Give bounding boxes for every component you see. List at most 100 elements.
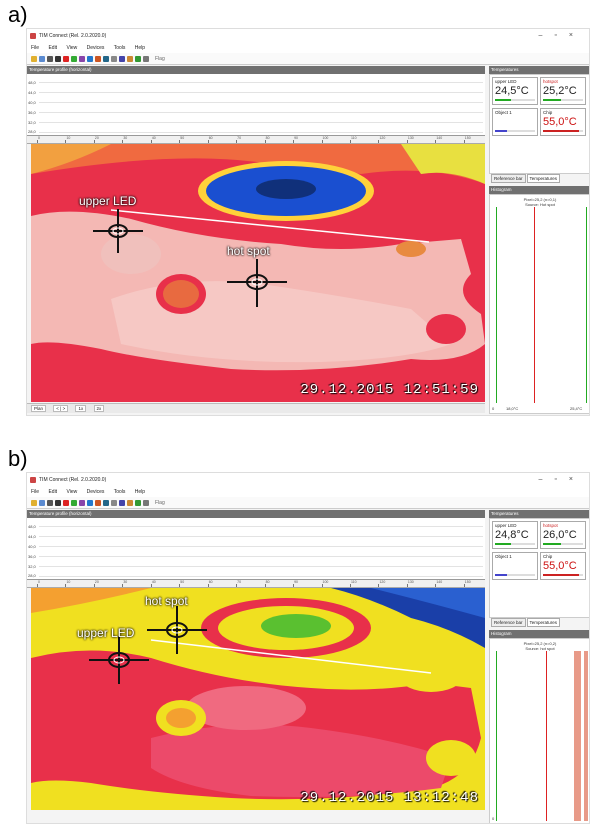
play-icon[interactable] xyxy=(47,499,53,506)
temperatures-panel: upper LED 24,8°C hotspot 26,0°C Object 1… xyxy=(489,518,589,618)
temp-box-object-1[interactable]: Object 1 xyxy=(492,108,538,136)
ruler-tick xyxy=(293,140,295,143)
pause-icon[interactable] xyxy=(55,55,61,62)
temp-box-label: upper LED xyxy=(495,79,517,84)
flag-label[interactable]: Flag xyxy=(155,55,165,62)
ruler-tick-label: 10 xyxy=(66,136,71,140)
grid-icon[interactable] xyxy=(103,55,109,62)
ruler-tick-label: 150 xyxy=(464,136,471,140)
area-icon[interactable] xyxy=(127,499,133,506)
grid-icon[interactable] xyxy=(103,499,109,506)
menu-edit[interactable]: Edit xyxy=(48,489,58,495)
open-icon[interactable] xyxy=(31,55,37,62)
window-title: TIM Connect (Rel. 2.0.2020.0) xyxy=(39,477,107,483)
histogram-source: Source: hot spot xyxy=(525,646,555,651)
histogram-panel: Pixel=25,2 (n=0,1) Source: Hot spot 0 18… xyxy=(489,194,589,414)
play-icon[interactable] xyxy=(47,55,53,62)
palette-icon[interactable] xyxy=(79,55,85,62)
temp-box-upper-led[interactable]: upper LED 24,8°C xyxy=(492,521,538,549)
temp-box-hotspot[interactable]: hotspot 25,2°C xyxy=(540,77,586,105)
menu-help[interactable]: Help xyxy=(134,489,146,495)
ruler-tick-label: 0 xyxy=(38,580,40,584)
ruler-tick-label: 150 xyxy=(464,580,471,584)
thermal-image[interactable]: hot spot upper LED 29.12.2015 13:12:48 xyxy=(31,588,485,810)
menu-devices[interactable]: Devices xyxy=(86,489,105,495)
profile-ytick: 32,0 xyxy=(28,120,36,125)
profile-plot: 48,0 44,0 40,0 36,0 32,0 28,0 xyxy=(27,518,485,580)
menu-devices[interactable]: Devices xyxy=(86,45,105,51)
ruler: 0 10 20 30 40 50 60 70 80 90 100 110 120 130 140 150 xyxy=(27,580,485,588)
measure-icon[interactable] xyxy=(111,499,117,506)
menu-file[interactable]: File xyxy=(31,45,40,51)
zoom-1x-button[interactable]: 1x xyxy=(75,405,87,412)
menu-view[interactable]: View xyxy=(66,45,78,51)
tab-reference-bar[interactable]: Reference bar xyxy=(491,618,526,627)
snapshot-icon[interactable] xyxy=(71,55,77,62)
menu-view[interactable]: View xyxy=(66,489,78,495)
palette-icon[interactable] xyxy=(79,499,85,506)
crosshair-hot-spot[interactable] xyxy=(227,259,287,307)
toolbar: Flag xyxy=(27,53,589,65)
flag-label[interactable]: Flag xyxy=(155,499,165,506)
menu-tools[interactable]: Tools xyxy=(113,45,126,51)
tab-temperatures[interactable]: Temperatures xyxy=(526,618,561,627)
timestamp: 29.12.2015 13:12:48 xyxy=(300,790,479,806)
temp-box-label: Chip xyxy=(543,554,553,559)
temp-box-value: 55,0°C xyxy=(543,560,577,572)
settings-icon[interactable] xyxy=(143,499,149,506)
plan-button[interactable]: Plan xyxy=(31,405,47,412)
ruler-tick xyxy=(435,584,437,587)
zoom-icon[interactable] xyxy=(87,55,93,62)
crosshair-upper-led[interactable] xyxy=(89,636,149,684)
tab-reference-bar[interactable]: Reference bar xyxy=(491,174,526,183)
window-controls[interactable]: –▫× xyxy=(538,476,585,483)
line-icon[interactable] xyxy=(119,55,125,62)
spot-icon[interactable] xyxy=(135,499,141,506)
menu-tools[interactable]: Tools xyxy=(113,489,126,495)
save-icon[interactable] xyxy=(39,499,45,506)
layout-icon[interactable] xyxy=(95,55,101,62)
temp-bar xyxy=(543,574,583,576)
histogram-panel: Pixel=25,2 (n=0,2) Source: hot spot 0 xyxy=(489,638,589,823)
crosshair-hot-spot[interactable] xyxy=(147,606,207,654)
screenshot-b: TIM Connect (Rel. 2.0.2020.0) –▫× File E… xyxy=(26,472,590,824)
snapshot-icon[interactable] xyxy=(71,499,77,506)
zoom-2x-button[interactable]: 2x xyxy=(93,405,105,412)
record-icon[interactable] xyxy=(63,55,69,62)
temp-box-chip[interactable]: Chip 55,0°C xyxy=(540,552,586,580)
ruler-tick-label: 60 xyxy=(208,580,213,584)
tab-temperatures[interactable]: Temperatures xyxy=(526,174,561,183)
settings-icon[interactable] xyxy=(143,55,149,62)
profile-ytick: 40,0 xyxy=(28,544,36,549)
temp-box-hotspot[interactable]: hotspot 26,0°C xyxy=(540,521,586,549)
temp-box-upper-led[interactable]: upper LED 24,5°C xyxy=(492,77,538,105)
toolbar: Flag xyxy=(27,497,589,509)
temperatures-header: Temperatures xyxy=(489,66,589,74)
crosshair-upper-led[interactable] xyxy=(93,209,143,253)
measure-icon[interactable] xyxy=(111,55,117,62)
app-icon xyxy=(30,477,36,483)
record-icon[interactable] xyxy=(63,499,69,506)
temp-box-object-1[interactable]: Object 1 xyxy=(492,552,538,580)
menu-edit[interactable]: Edit xyxy=(48,45,58,51)
save-icon[interactable] xyxy=(39,55,45,62)
area-icon[interactable] xyxy=(127,55,133,62)
temp-bar xyxy=(495,574,535,576)
thermal-image[interactable]: upper LED hot spot 29.12.2015 12:51:59 xyxy=(31,144,485,402)
menu-file[interactable]: File xyxy=(31,489,40,495)
open-icon[interactable] xyxy=(31,499,37,506)
marker-label-hot-spot: hot spot xyxy=(227,244,270,258)
pause-icon[interactable] xyxy=(55,499,61,506)
step-button[interactable]: < | > xyxy=(53,405,69,412)
menu-help[interactable]: Help xyxy=(134,45,146,51)
layout-icon[interactable] xyxy=(95,499,101,506)
window-controls[interactable]: –▫× xyxy=(538,32,585,39)
temp-box-value: 26,0°C xyxy=(543,529,577,541)
temp-box-label: hotspot xyxy=(543,523,558,528)
histogram-bar xyxy=(574,651,581,821)
spot-icon[interactable] xyxy=(135,55,141,62)
line-icon[interactable] xyxy=(119,499,125,506)
temp-box-chip[interactable]: Chip 55,0°C xyxy=(540,108,586,136)
zoom-icon[interactable] xyxy=(87,499,93,506)
ruler-tick-label: 110 xyxy=(350,136,357,140)
